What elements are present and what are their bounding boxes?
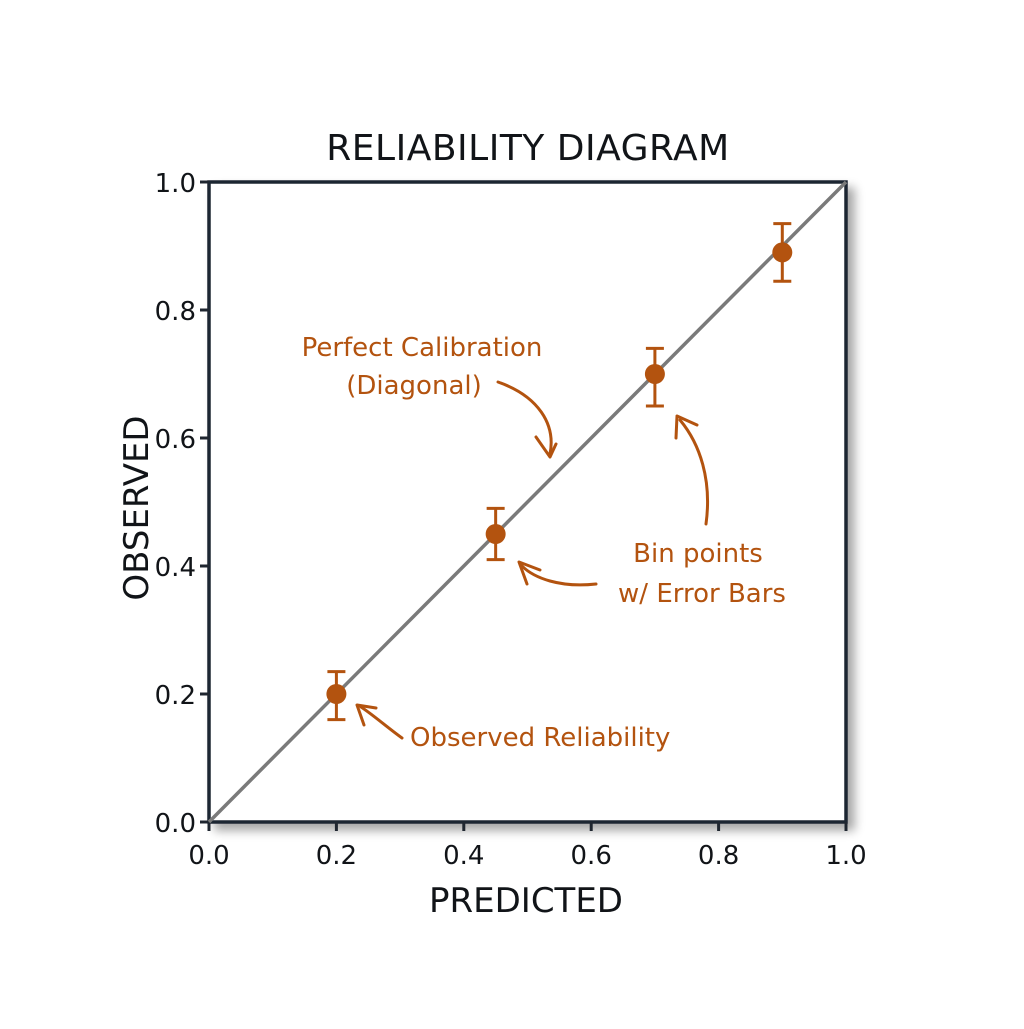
annotation: Observed Reliability — [355, 703, 670, 753]
annotation-text: w/ Error Bars — [618, 579, 786, 609]
y-axis-label: OBSERVED — [117, 415, 157, 600]
x-axis-ticks: 0.0 0.2 0.4 0.6 0.8 1.0 — [188, 822, 867, 871]
x-tick-label: 0.4 — [443, 841, 484, 871]
x-axis-label: PREDICTED — [429, 881, 623, 921]
annotation-arrow — [520, 564, 598, 587]
annotation-arrow — [678, 418, 710, 526]
data-point — [485, 524, 506, 544]
annotation: Perfect Calibration (Diagonal) — [302, 333, 558, 459]
annotation-arrow — [496, 380, 553, 456]
annotation-text: Bin points — [633, 539, 763, 569]
chart-title: RELIABILITY DIAGRAM — [326, 128, 729, 169]
data-point — [772, 242, 793, 263]
y-tick-label: 0.8 — [155, 297, 196, 327]
bin-point — [772, 222, 793, 283]
y-tick-label: 0.0 — [155, 809, 196, 839]
annotation-arrowhead — [674, 414, 699, 440]
data-point — [326, 684, 347, 704]
bin-point — [644, 346, 665, 408]
x-tick-label: 0.0 — [188, 841, 229, 871]
annotation-text: Perfect Calibration — [302, 333, 543, 363]
annotation-text: Observed Reliability — [410, 723, 670, 753]
bin-point — [326, 670, 347, 722]
annotation-arrowhead — [534, 435, 558, 459]
y-tick-label: 0.2 — [155, 681, 196, 711]
y-axis-ticks: 0.0 0.2 0.4 0.6 0.8 1.0 — [155, 169, 209, 839]
x-tick-label: 0.6 — [571, 841, 612, 871]
bin-point — [485, 506, 506, 562]
perfect-calibration-line — [207, 180, 848, 824]
y-tick-label: 0.6 — [155, 425, 196, 455]
y-tick-label: 1.0 — [155, 169, 196, 199]
annotations: Perfect Calibration (Diagonal) Bin points w… — [302, 333, 786, 753]
annotation-arrow-secondary — [674, 414, 710, 526]
annotation-arrowhead — [517, 560, 542, 586]
annotation: Bin points w/ Error Bars — [517, 539, 786, 609]
x-tick-label: 0.2 — [316, 841, 357, 871]
annotation-text: (Diagonal) — [346, 371, 482, 401]
y-tick-label: 0.4 — [155, 553, 196, 583]
annotation-arrowhead — [355, 703, 378, 727]
annotation-arrow — [359, 705, 404, 740]
x-tick-label: 1.0 — [825, 841, 866, 871]
x-tick-label: 0.8 — [698, 841, 739, 871]
data-point — [644, 364, 665, 384]
data-series — [326, 222, 793, 722]
